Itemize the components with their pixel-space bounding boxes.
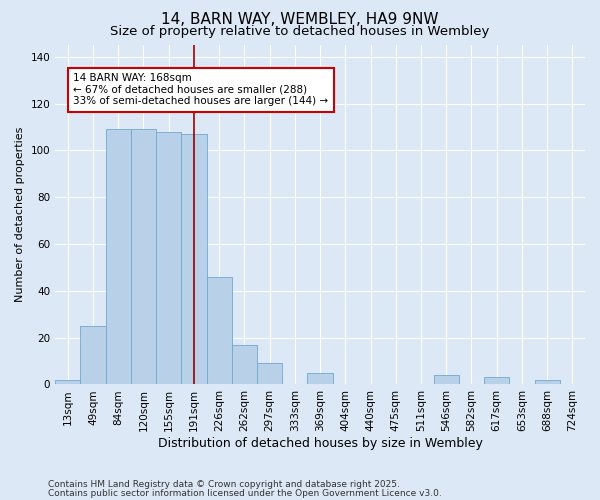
Text: Contains public sector information licensed under the Open Government Licence v3: Contains public sector information licen…	[48, 488, 442, 498]
Bar	[206, 277, 232, 384]
Bar	[80, 326, 106, 384]
Bar	[181, 134, 206, 384]
Bar	[131, 130, 156, 384]
Bar	[535, 380, 560, 384]
Text: Size of property relative to detached houses in Wembley: Size of property relative to detached ho…	[110, 25, 490, 38]
Bar	[484, 378, 509, 384]
Bar	[106, 130, 131, 384]
Text: Contains HM Land Registry data © Crown copyright and database right 2025.: Contains HM Land Registry data © Crown c…	[48, 480, 400, 489]
X-axis label: Distribution of detached houses by size in Wembley: Distribution of detached houses by size …	[158, 437, 482, 450]
Bar	[434, 375, 459, 384]
Bar	[156, 132, 181, 384]
Text: 14 BARN WAY: 168sqm
← 67% of detached houses are smaller (288)
33% of semi-detac: 14 BARN WAY: 168sqm ← 67% of detached ho…	[73, 73, 328, 106]
Bar	[257, 364, 282, 384]
Bar	[232, 344, 257, 385]
Bar	[55, 380, 80, 384]
Y-axis label: Number of detached properties: Number of detached properties	[15, 127, 25, 302]
Bar	[307, 373, 332, 384]
Text: 14, BARN WAY, WEMBLEY, HA9 9NW: 14, BARN WAY, WEMBLEY, HA9 9NW	[161, 12, 439, 28]
